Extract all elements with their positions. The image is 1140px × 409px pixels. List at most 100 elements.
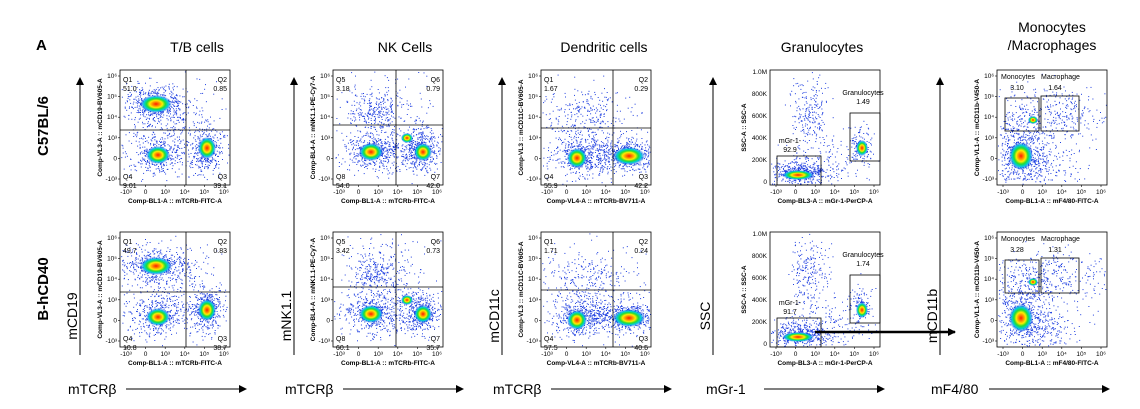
x-tick-label: -10³ bbox=[541, 189, 553, 196]
y-tick-label: 0 bbox=[326, 317, 330, 324]
quadrant-name: Q4 bbox=[123, 336, 132, 343]
quadrant-name: Q4 bbox=[544, 174, 553, 181]
quadrant-name: Q5 bbox=[336, 239, 345, 246]
y-tick-label: 400K bbox=[752, 135, 768, 142]
y-tick-label: 10³ bbox=[985, 297, 995, 304]
plot-x-label: Comp-BL1-A :: mF4/80-FITC-A bbox=[1005, 198, 1099, 205]
event-dots bbox=[121, 235, 228, 347]
quadrant-name: Q7 bbox=[431, 336, 440, 343]
y-tick-label: 10⁶ bbox=[984, 73, 994, 80]
y-tick-label: 400K bbox=[752, 297, 768, 304]
quadrant-value: 0.24 bbox=[634, 248, 648, 255]
x-tick-label: 10⁶ bbox=[432, 189, 442, 196]
event-dots bbox=[771, 233, 878, 347]
x-tick-label: 0 bbox=[794, 351, 798, 358]
y-tick-label: 10⁶ bbox=[107, 235, 117, 242]
quadrant-name: Q2 bbox=[218, 239, 227, 246]
quadrant-name: Q3 bbox=[218, 174, 227, 181]
y-tick-label: 800K bbox=[752, 91, 768, 98]
x-tick-label: -10³ bbox=[997, 189, 1009, 196]
x-marker-label: mTCRβ bbox=[285, 381, 334, 397]
quadrant-value: 57.5 bbox=[544, 345, 558, 352]
quadrant-name: Q2 bbox=[218, 77, 227, 84]
x-tick-label: 0 bbox=[357, 189, 361, 196]
x-tick-label: 10⁶ bbox=[1096, 351, 1106, 358]
y-marker-label: mCD19 bbox=[64, 292, 80, 340]
quadrant-name: Q5 bbox=[336, 77, 345, 84]
x-tick-label: 10⁴ bbox=[393, 189, 403, 196]
x-tick-label: -10³ bbox=[541, 351, 553, 358]
y-tick-label: 0 bbox=[113, 317, 117, 324]
quadrant-name: Q1 bbox=[123, 239, 132, 246]
y-tick-label: 0 bbox=[990, 155, 994, 162]
y-tick-label: 10⁵ bbox=[320, 94, 330, 101]
quadrant-value: 1.71 bbox=[544, 248, 558, 255]
y-tick-label: 600K bbox=[752, 113, 768, 120]
quadrant-name: Q2 bbox=[639, 239, 648, 246]
event-dots bbox=[998, 73, 1107, 185]
quadrant-value: 1.67 bbox=[544, 86, 558, 93]
gate-name: mGr-1- bbox=[779, 138, 802, 145]
gate-name: Granulocytes bbox=[842, 252, 884, 259]
quadrant-name: Q8 bbox=[336, 174, 345, 181]
y-tick-label: 10³ bbox=[529, 135, 539, 142]
x-tick-label: 0 bbox=[1021, 189, 1025, 196]
quadrant-name: Q3 bbox=[639, 336, 648, 343]
gate-value: 92.9 bbox=[783, 147, 797, 154]
event-dots bbox=[998, 241, 1107, 347]
gate-macrophage bbox=[1040, 95, 1080, 132]
x-marker-label: mTCRβ bbox=[493, 381, 542, 397]
x-tick-label: 0 bbox=[1021, 351, 1025, 358]
y-tick-label: 0 bbox=[763, 179, 767, 186]
y-tick-label: 10³ bbox=[985, 135, 995, 142]
y-marker-label: SSC bbox=[697, 302, 713, 331]
gate-name: Macrophage bbox=[1041, 74, 1080, 81]
x-tick-label: 10⁶ bbox=[640, 189, 650, 196]
x-tick-label: 10⁶ bbox=[219, 351, 229, 358]
x-tick-label: 0 bbox=[565, 351, 569, 358]
column-title: T/B cells bbox=[170, 39, 224, 55]
y-tick-label: 10⁴ bbox=[320, 114, 330, 121]
plot-y-label: Comp-VL1-A :: mCD11b-V450-A bbox=[974, 241, 981, 339]
y-tick-label: -10³ bbox=[526, 338, 538, 345]
column-title: Monocytes bbox=[1018, 19, 1086, 35]
panel-columns: T/B cells mCD19 mTCRβ Q1 51.0 Q2 0.85 Q3 39.1 Q4 9… bbox=[64, 19, 1110, 397]
plot-y-label: Comp-VL1-A :: mCD11b-V450-A bbox=[974, 79, 981, 177]
row-label-c57bl6: C57BL/6 bbox=[35, 96, 52, 156]
quadrant-value: 42.0 bbox=[426, 183, 440, 190]
quadrant-value: 9.01 bbox=[123, 183, 137, 190]
plot-frame bbox=[332, 69, 444, 186]
x-tick-label: 10³ bbox=[1037, 189, 1047, 196]
y-tick-label: 0 bbox=[534, 317, 538, 324]
x-tick-label: 0 bbox=[794, 189, 798, 196]
x-tick-label: 10⁵ bbox=[620, 351, 630, 358]
y-tick-label: 10⁴ bbox=[107, 276, 117, 283]
quadrant-name: Q6 bbox=[431, 239, 440, 246]
plot-x-label: Comp-BL1-A :: mTCRb-FITC-A bbox=[341, 360, 435, 367]
quadrant-value: 0.83 bbox=[213, 248, 227, 255]
plot-x-label: Comp-BL1-A :: mTCRb-FITC-A bbox=[341, 198, 435, 205]
flow-plot: Granulocytes 1.74 mGr-1- 91.7 1.0M 800K 600K 40… bbox=[741, 231, 884, 367]
quadrant-value: 0.73 bbox=[426, 248, 440, 255]
x-tick-label: 10³ bbox=[160, 351, 170, 358]
plot-y-label: Comp-BL4-A :: mNK1.1-PE-Cy7-A bbox=[310, 75, 317, 179]
column-title: Granulocytes bbox=[781, 39, 863, 55]
quadrant-name: Q2 bbox=[639, 77, 648, 84]
y-tick-label: -10³ bbox=[982, 338, 994, 345]
flow-plot: Granulocytes 1.49 mGr-1- 92.9 1.0M 800K 600K 40… bbox=[741, 69, 884, 205]
plot-x-label: Comp-VL4-A :: mTCRb-BV711-A bbox=[547, 198, 646, 205]
quadrant-value: 3.42 bbox=[336, 248, 350, 255]
quadrant-value: 0.29 bbox=[634, 86, 648, 93]
x-tick-label: 10³ bbox=[581, 351, 591, 358]
y-tick-label: 10⁵ bbox=[320, 256, 330, 263]
plot-y-label: SSC-A :: SSC-A bbox=[741, 265, 748, 313]
x-tick-label: -10³ bbox=[770, 189, 782, 196]
quadrant-value: 42.2 bbox=[634, 183, 648, 190]
x-marker-label: mTCRβ bbox=[68, 381, 117, 397]
quadrant-name: Q4 bbox=[123, 174, 132, 181]
column-title: NK Cells bbox=[378, 39, 432, 55]
plot-y-label: Comp-VL3 :: mCD11C-BV605-A bbox=[518, 241, 525, 337]
y-tick-label: -10³ bbox=[318, 338, 330, 345]
